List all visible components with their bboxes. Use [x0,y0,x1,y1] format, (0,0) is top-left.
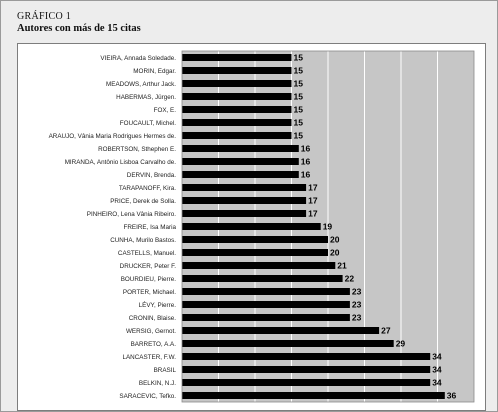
value-label: 27 [381,326,391,336]
value-label: 17 [308,196,318,206]
bar [182,379,431,386]
value-label: 34 [432,365,442,375]
category-label: HABERMAS, Jürgen. [116,94,176,101]
category-label: ARAUJO, Vânia Maria Rodrigues Hermes de. [49,133,177,140]
bar-chart: VIEIRA, Annada Soledade. 15 MORIN, Edgar. 1… [49,50,475,403]
bar [182,93,292,100]
bar [182,171,299,178]
bar [182,392,445,399]
category-label: BELKIN, N.J. [139,380,176,387]
bar [182,184,307,191]
value-label: 16 [301,144,311,154]
bar [182,119,292,126]
bar [182,262,336,269]
value-label: 15 [294,79,304,89]
bar [182,158,299,165]
category-label: BARRETO, A.A. [131,341,177,348]
bar [182,314,350,321]
category-label: LÉVY, Pierre. [139,300,177,309]
category-label: VIEIRA, Annada Soledade. [100,55,176,62]
category-label: PORTER, Michael. [123,289,176,296]
figure-label: GRÁFICO 1 [17,11,72,22]
category-label: SARACEVIC, Tefko. [119,393,176,400]
bar [182,223,321,230]
category-label: FOX, E. [154,107,177,114]
category-label: FREIRE, Isa Maria [124,224,177,231]
value-label: 21 [337,261,347,271]
category-label: LANCASTER, F.W. [122,354,176,361]
category-label: DRUCKER, Peter F. [120,263,177,270]
value-label: 36 [447,391,457,401]
bar [182,210,307,217]
value-label: 15 [294,53,304,63]
value-label: 15 [294,105,304,115]
value-label: 19 [323,222,333,232]
bar [182,327,380,334]
bar [182,288,350,295]
category-label: CUNHA, Murilo Bastos. [110,237,176,244]
value-label: 20 [330,248,340,258]
value-label: 17 [308,209,318,219]
value-label: 22 [345,274,355,284]
category-label: BRASIL [154,367,177,374]
category-label: CRONIN, Blaise. [129,315,176,322]
bar [182,54,292,61]
category-label: TARAPANOFF, Kira. [119,185,176,192]
bar [182,249,328,256]
value-label: 15 [294,131,304,141]
category-label: CASTELLS, Manuel. [118,250,176,257]
figure-heading: GRÁFICO 1 Autores con más de 15 citas [17,11,141,34]
value-label: 23 [352,300,362,310]
bar [182,197,307,204]
value-label: 16 [301,157,311,167]
category-label: ROBERTSON, Sthephen E. [98,146,176,153]
value-label: 20 [330,235,340,245]
bar [182,353,431,360]
category-label: PINHEIRO, Lena Vânia Ribeiro. [87,211,176,218]
bar [182,301,350,308]
category-label: MEADOWS, Arthur Jack. [106,81,176,88]
value-label: 15 [294,92,304,102]
value-label: 34 [432,378,442,388]
bar [182,80,292,87]
category-label: WERSIG, Gernot. [126,328,176,335]
value-label: 34 [432,352,442,362]
value-label: 15 [294,66,304,76]
bar [182,366,431,373]
category-label: MORIN, Edgar. [133,68,176,75]
bar [182,67,292,74]
bar [182,275,343,282]
value-label: 29 [396,339,406,349]
plot-border [181,50,475,403]
value-label: 16 [301,170,311,180]
category-label: PRICE, Derek de Solla. [110,198,176,205]
value-label: 23 [352,313,362,323]
figure-title: Autores con más de 15 citas [17,23,141,34]
category-label: FOUCAULT, Michel. [120,120,176,127]
category-label: DERVIN, Brenda. [127,172,176,179]
bar [182,340,394,347]
value-label: 23 [352,287,362,297]
category-label: BOURDIEU, Pierre. [121,276,177,283]
value-label: 17 [308,183,318,193]
bar [182,106,292,113]
bar [182,236,328,243]
bar [182,145,299,152]
bar [182,132,292,139]
category-label: MIRANDA, Antônio Lisboa Carvalho de. [65,159,177,166]
chart-area: VIEIRA, Annada Soledade. 15 MORIN, Edgar. 1… [17,43,486,411]
value-label: 15 [294,118,304,128]
